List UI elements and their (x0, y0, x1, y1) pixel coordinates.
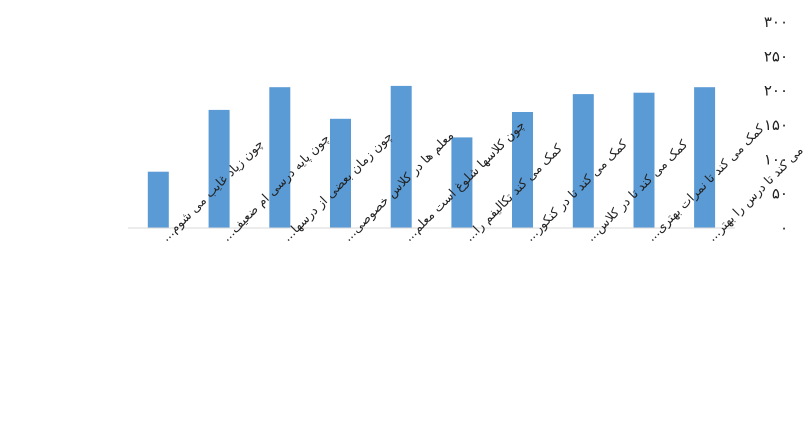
bar-2 (208, 109, 230, 228)
bar-7 (512, 112, 533, 228)
bar-5 (390, 85, 412, 229)
y-tick-label: ١٠٠ (764, 150, 788, 168)
y-tick-label: ٢٠٠ (764, 82, 788, 100)
y-tick-label: ٣٠٠ (764, 13, 788, 31)
bar-1 (147, 171, 169, 228)
bar-8 (572, 94, 594, 228)
bar-6 (451, 137, 473, 228)
bar-9 (633, 92, 655, 228)
bar-10 (694, 87, 716, 228)
y-axis-ticks: ٠ ۵٠ ١٠٠ ١۵٠ ٢٠٠ ٢۵٠ ٣٠٠ (764, 13, 788, 237)
y-tick-label: ١۵٠ (764, 116, 788, 134)
bar-4 (330, 118, 351, 228)
y-tick-label: ٠ (780, 219, 788, 237)
bar-3 (269, 87, 291, 228)
y-tick-label: ٢۵٠ (764, 47, 788, 65)
bars (147, 85, 716, 229)
y-tick-label: ۵٠ (772, 185, 788, 203)
